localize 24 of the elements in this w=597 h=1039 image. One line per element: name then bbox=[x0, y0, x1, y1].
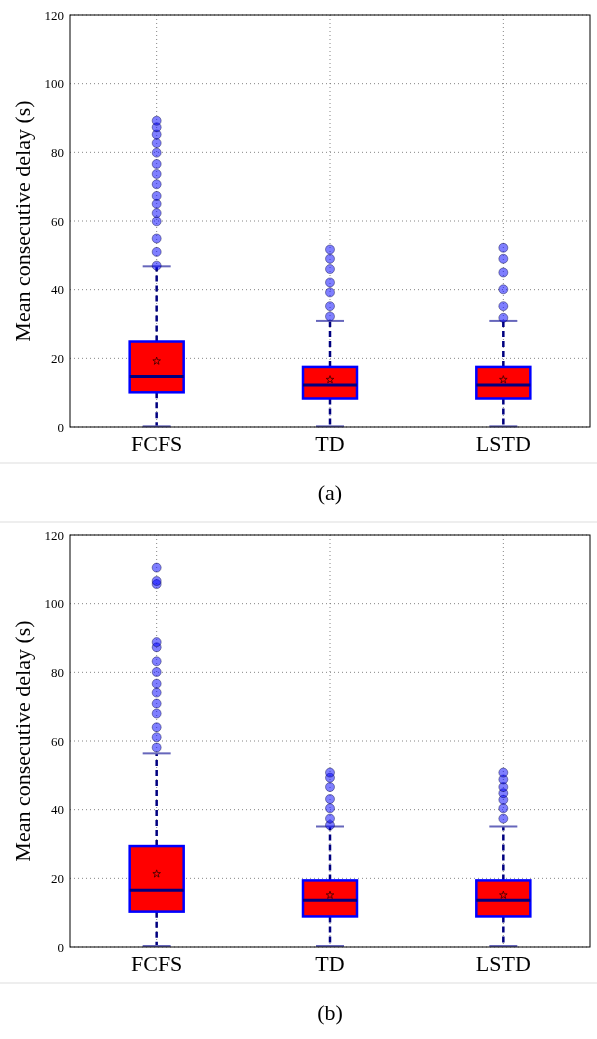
x-tick-label: TD bbox=[315, 431, 345, 456]
x-tick-label: FCFS bbox=[130, 951, 183, 976]
y-tick-label: 20 bbox=[51, 870, 64, 886]
text: (a) bbox=[317, 480, 343, 505]
y-tick-label: 40 bbox=[51, 282, 64, 298]
y-axis-title: Mean consecutive delay (s) bbox=[10, 620, 35, 862]
text: (b) bbox=[317, 1000, 343, 1025]
y-tick-label: 80 bbox=[51, 664, 64, 680]
y-tick-label: 80 bbox=[51, 144, 64, 160]
x-tick-label: LSTD bbox=[475, 431, 531, 456]
y-tick-label: 20 bbox=[51, 350, 64, 366]
y-tick-label: 0 bbox=[57, 939, 64, 955]
y-tick-label: 100 bbox=[44, 76, 64, 92]
y-tick-label: 60 bbox=[51, 213, 64, 229]
y-tick-label: 40 bbox=[51, 802, 64, 818]
x-tick-label: TD bbox=[315, 951, 345, 976]
x-tick-label: FCFS bbox=[130, 431, 183, 456]
x-tick-label: LSTD bbox=[475, 951, 531, 976]
y-tick-label: 120 bbox=[44, 527, 64, 543]
y-tick-label: 60 bbox=[51, 733, 64, 749]
y-tick-label: 120 bbox=[44, 7, 64, 23]
y-tick-label: 0 bbox=[57, 419, 64, 435]
y-axis-title: Mean consecutive delay (s) bbox=[10, 100, 35, 342]
y-tick-label: 100 bbox=[44, 596, 64, 612]
